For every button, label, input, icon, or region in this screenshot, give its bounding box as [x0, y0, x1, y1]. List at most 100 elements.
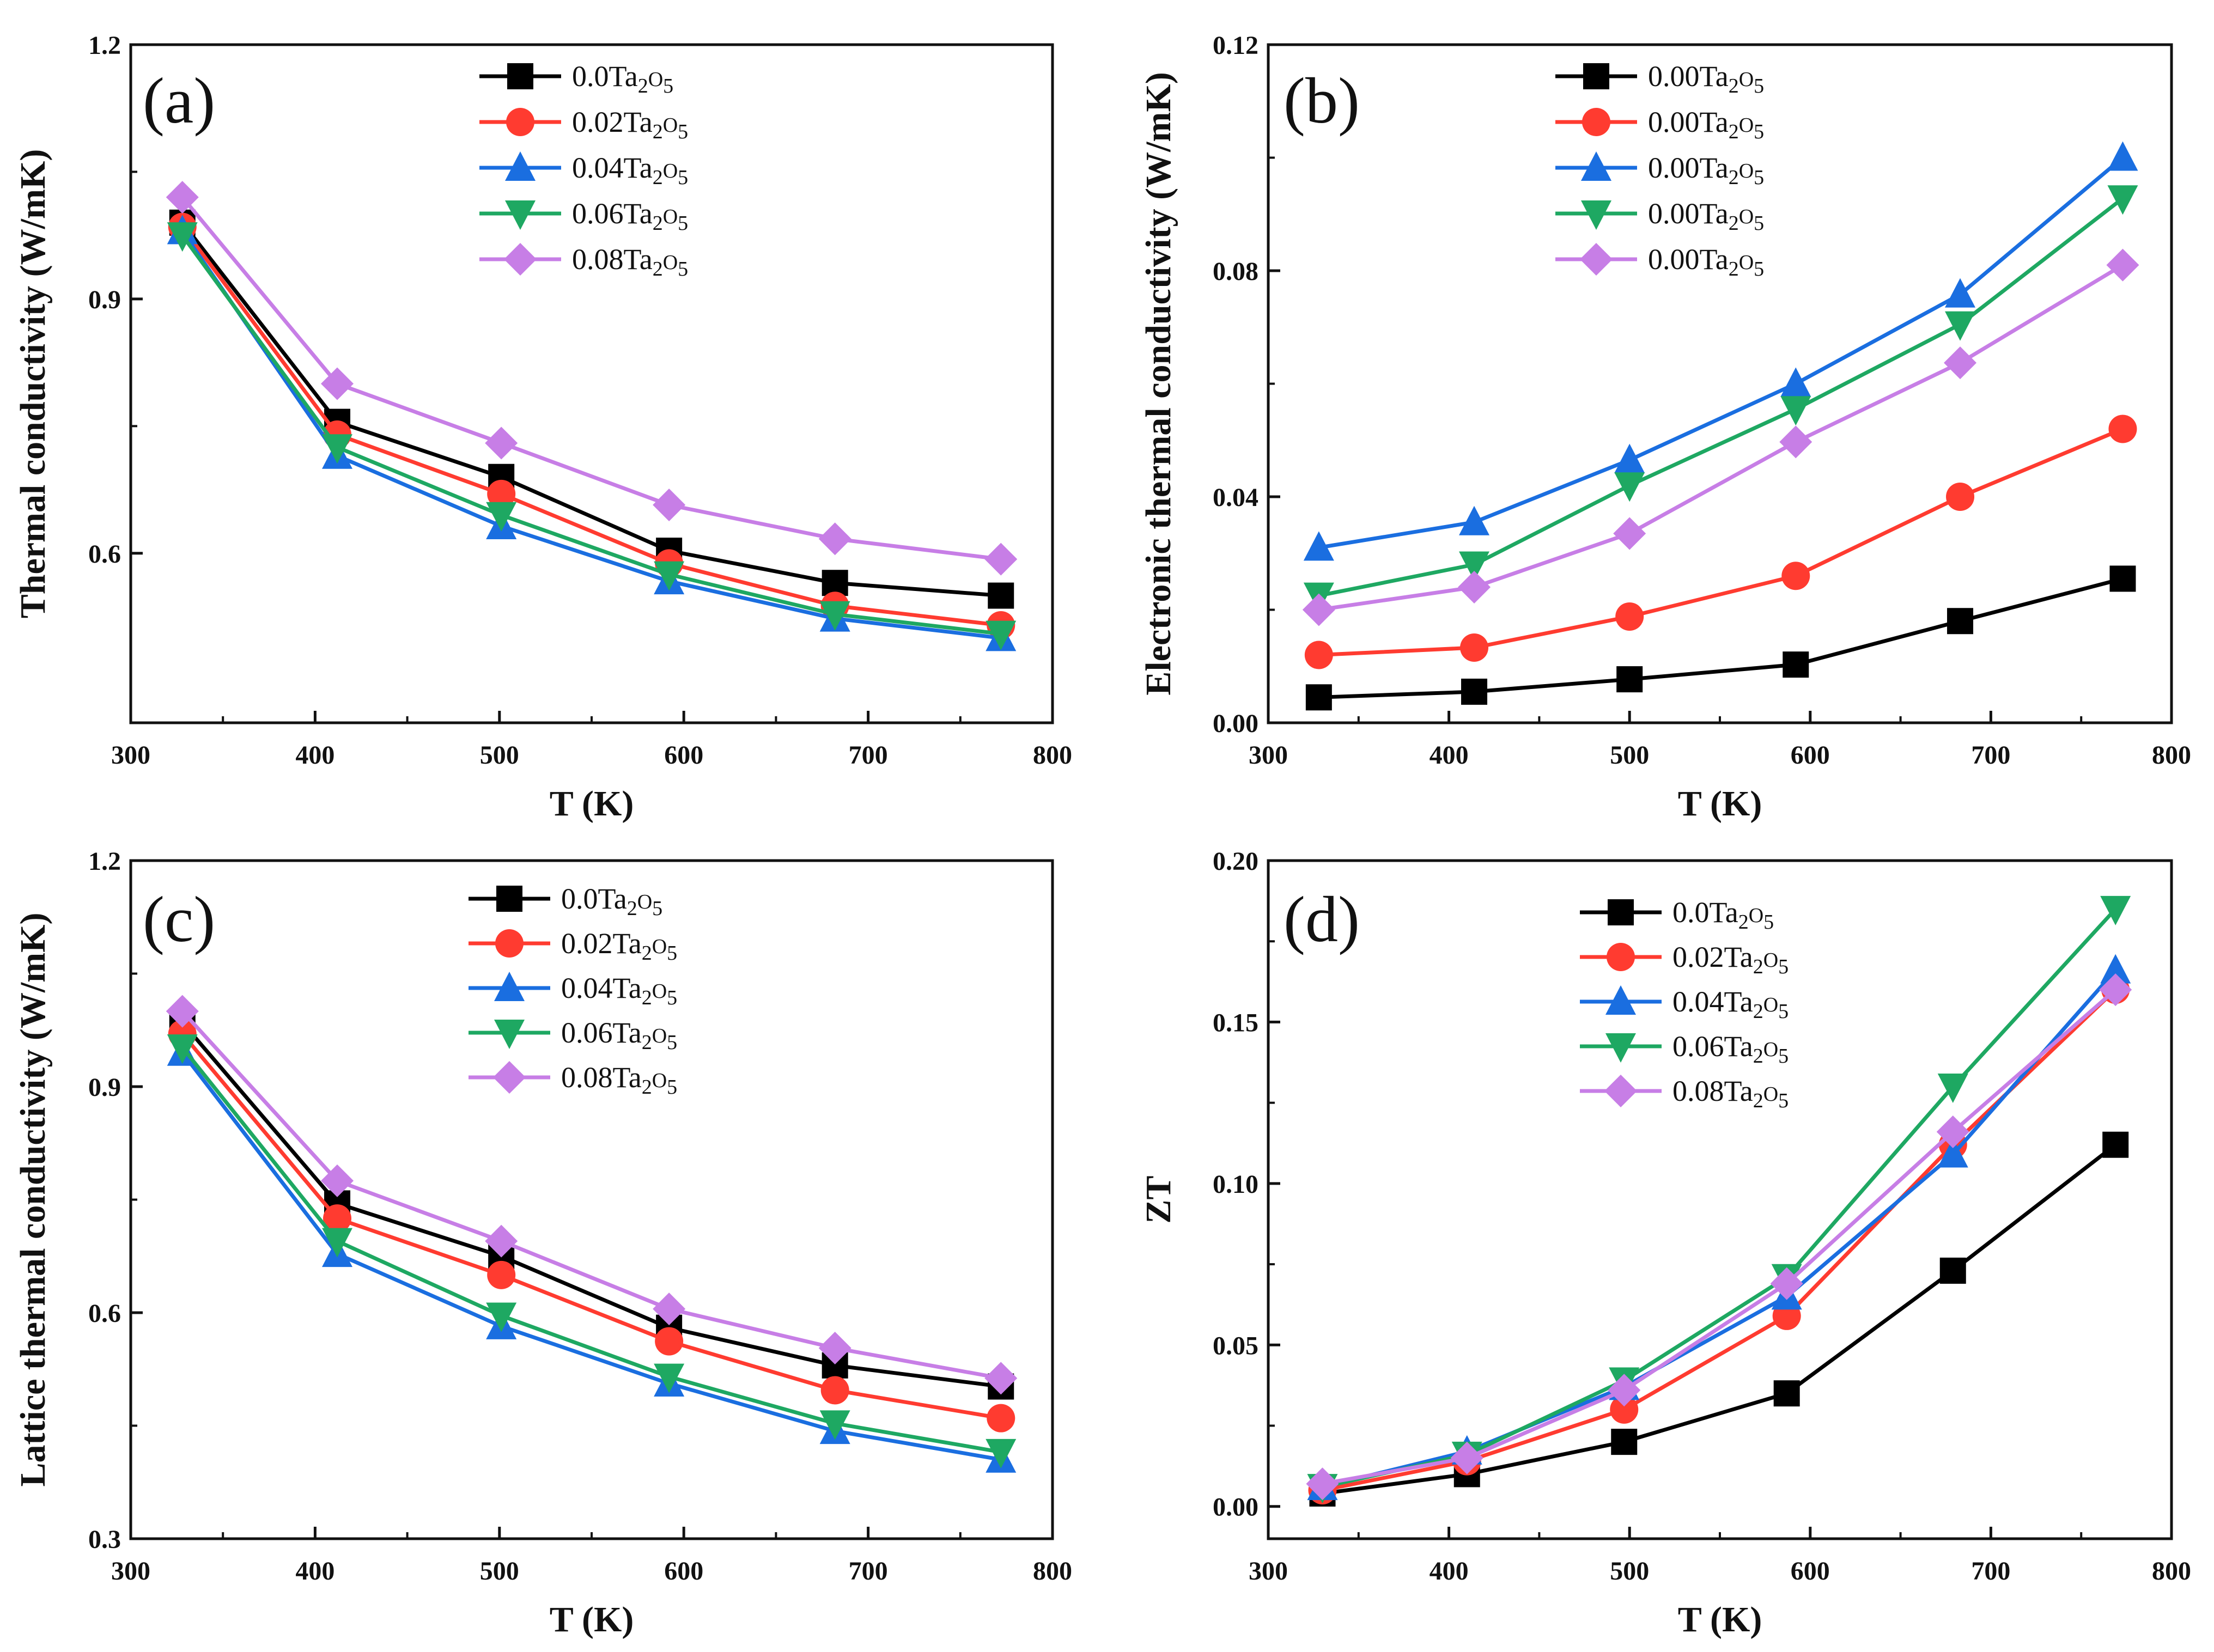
legend-marker [505, 200, 536, 230]
legend-label-part: O [1739, 160, 1754, 182]
data-point [2100, 954, 2131, 984]
series-line [180, 234, 1001, 636]
legend-entry: 0.04Ta2O5 [1580, 985, 1789, 1023]
legend-label-part: 0.06Ta [572, 197, 653, 230]
data-point [321, 367, 354, 400]
legend-marker [507, 63, 533, 89]
y-tick-label: 0.9 [88, 1073, 121, 1102]
x-tick-label: 600 [664, 1557, 703, 1586]
data-point [820, 1376, 849, 1405]
legend-marker [1583, 63, 1609, 89]
data-point [654, 1363, 685, 1393]
series-2 [167, 1036, 1017, 1473]
legend-marker [496, 886, 522, 912]
legend-label-part: 0.00Ta [1648, 243, 1729, 276]
legend-label: 0.00Ta2O5 [1648, 197, 1764, 235]
y-tick-label: 0.9 [88, 285, 121, 314]
data-point [819, 1410, 850, 1440]
legend-label-part: 0.08Ta [561, 1061, 642, 1094]
legend-label-part: O [652, 1069, 667, 1092]
legend-marker [506, 108, 534, 136]
data-point [987, 1404, 1015, 1432]
legend-label-part: O [637, 891, 652, 913]
panel-a-thermal-conductivity: 300 400 500 600 700 800 0.6 0.9 1.2 T (K) Thermal … [13, 31, 1072, 824]
legend-label-part: O [1763, 949, 1778, 972]
legend-label-part: O [663, 205, 678, 228]
series-1 [168, 212, 1015, 640]
legend-entry: 0.06Ta2O5 [1580, 1030, 1789, 1068]
data-point [323, 1204, 352, 1233]
legend-label-part: 2 [653, 120, 663, 143]
data-point [322, 434, 353, 464]
legend-label-part: 5 [1754, 258, 1764, 281]
series-2 [1303, 141, 2138, 561]
legend-label-part: 0.02Ta [561, 927, 642, 960]
series-4 [1302, 248, 2139, 626]
y-tick-label: 0.20 [1213, 847, 1258, 876]
data-point [486, 502, 517, 532]
y-tick-label: 0.6 [88, 540, 121, 569]
series-line [1322, 1143, 2117, 1496]
panel-c-lattice-thermal-conductivity: 300 400 500 600 700 800 0.3 0.6 0.9 1.2 T (K) Latti… [13, 847, 1072, 1639]
legend-marker [1581, 200, 1611, 230]
data-point [1939, 1257, 1966, 1284]
legend-marker [504, 243, 537, 276]
data-point [322, 1228, 353, 1258]
data-point [1780, 396, 1811, 426]
legend-label: 0.02Ta2O5 [561, 927, 677, 965]
data-point [2107, 185, 2138, 215]
legend-entry: 0.00Ta2O5 [1555, 243, 1764, 281]
legend-label-part: O [1763, 1083, 1778, 1106]
data-point [1945, 311, 1976, 341]
x-axis-title: T (K) [550, 1600, 634, 1639]
y-tick-label: 0.12 [1213, 31, 1258, 60]
legend-label-part: 2 [1753, 1000, 1763, 1023]
legend-label-part: O [652, 1025, 667, 1047]
plot-frame [129, 43, 1054, 724]
data-point [1610, 1395, 1639, 1424]
legend-marker [1605, 985, 1636, 1015]
data-point [654, 561, 685, 591]
data-point [485, 1224, 518, 1258]
legend-label-part: 2 [1738, 911, 1749, 934]
legend-entry: 0.04Ta2O5 [479, 151, 688, 189]
data-point [984, 542, 1018, 576]
legend-label-part: O [1763, 1038, 1778, 1061]
x-tick-label: 700 [849, 741, 888, 770]
y-tick-label: 0.05 [1213, 1331, 1258, 1360]
legend-label-part: 5 [667, 986, 677, 1009]
legend-label-part: 0.00Ta [1648, 60, 1729, 93]
legend-label-part: 0.00Ta [1648, 106, 1729, 138]
data-point [1937, 1074, 1968, 1103]
series-line [181, 1021, 1001, 1389]
data-point [1780, 367, 1811, 397]
legend-label-part: 2 [1753, 1045, 1763, 1068]
data-point [2108, 414, 2137, 443]
series-line [1318, 263, 2124, 612]
data-point [1461, 678, 1488, 705]
y-axis-title: ZT [1139, 1175, 1178, 1223]
legend-label-part: 0.00Ta [1648, 197, 1729, 230]
legend-label: 0.08Ta2O5 [561, 1061, 677, 1099]
legend-entry: 0.00Ta2O5 [1555, 197, 1764, 235]
y-tick-label: 0.00 [1213, 1493, 1258, 1522]
data-point [1781, 562, 1810, 590]
legend-label-part: 2 [642, 1076, 652, 1099]
data-point [487, 479, 516, 508]
data-point [2099, 973, 2132, 1007]
x-tick-label: 700 [1971, 741, 2010, 770]
legend-label: 0.08Ta2O5 [1672, 1075, 1789, 1112]
legend-label-part: 2 [653, 212, 663, 235]
legend-label-part: 2 [653, 258, 663, 281]
y-tick-label: 0.04 [1213, 483, 1258, 512]
legend-label-part: 2 [642, 986, 652, 1009]
y-tick-label: 0.3 [88, 1525, 121, 1554]
x-tick-label: 400 [295, 1557, 334, 1586]
data-point [1770, 1267, 1803, 1300]
legend-label-part: 2 [1729, 166, 1739, 189]
series-line [1318, 156, 2124, 550]
legend-marker [1604, 1075, 1637, 1107]
data-point [166, 181, 199, 214]
legend-marker [494, 1020, 525, 1049]
legend-label-part: 0.06Ta [1672, 1030, 1753, 1063]
